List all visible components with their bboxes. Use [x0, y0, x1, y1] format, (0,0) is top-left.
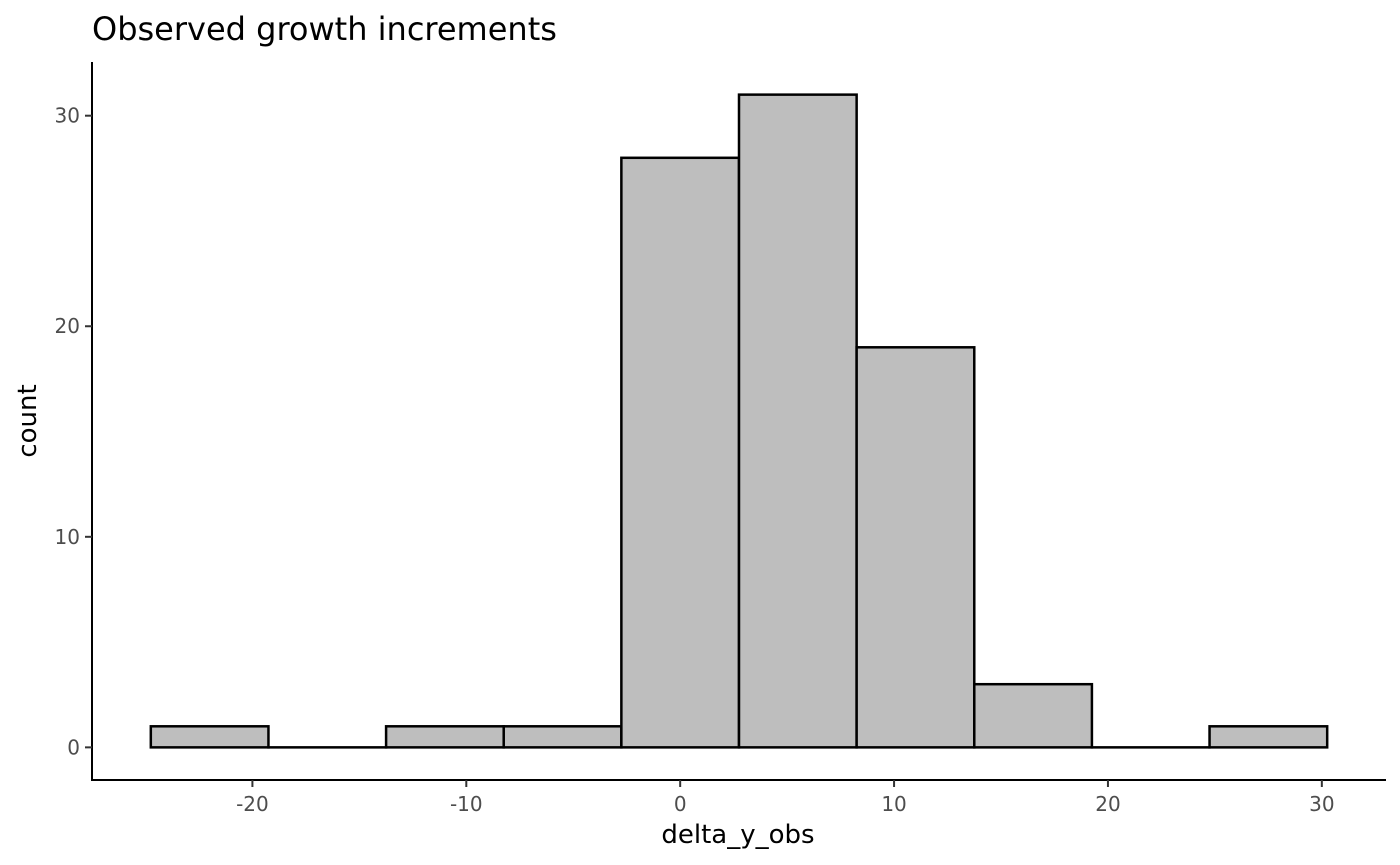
x-tick-label: 30	[1309, 792, 1334, 816]
y-tick-label: 0	[67, 735, 80, 759]
histogram-bar	[502, 725, 623, 749]
x-tick-label: -10	[450, 792, 483, 816]
bars-group	[149, 93, 1329, 749]
y-ticks-group: 0 10 20 30	[55, 104, 92, 759]
histogram-bar	[384, 725, 505, 749]
x-axis-label: delta_y_obs	[661, 820, 814, 850]
y-tick-label: 20	[55, 314, 80, 338]
histogram-bar	[855, 346, 976, 749]
histogram-bar	[973, 682, 1094, 749]
chart-title: Observed growth increments	[92, 10, 557, 48]
y-tick-label: 10	[55, 525, 80, 549]
histogram-bar	[149, 725, 270, 749]
x-tick-label: -20	[236, 792, 269, 816]
x-tick-label: 0	[674, 792, 687, 816]
x-tick-label: 10	[881, 792, 906, 816]
x-ticks-group: -20 -10 0 10 20 30	[236, 780, 1335, 816]
x-tick-label: 20	[1095, 792, 1120, 816]
y-tick-label: 30	[55, 104, 80, 128]
y-axis-label: count	[13, 384, 43, 457]
histogram-bar	[1208, 725, 1329, 749]
histogram-bar	[737, 93, 858, 749]
histogram-bar	[620, 156, 741, 749]
